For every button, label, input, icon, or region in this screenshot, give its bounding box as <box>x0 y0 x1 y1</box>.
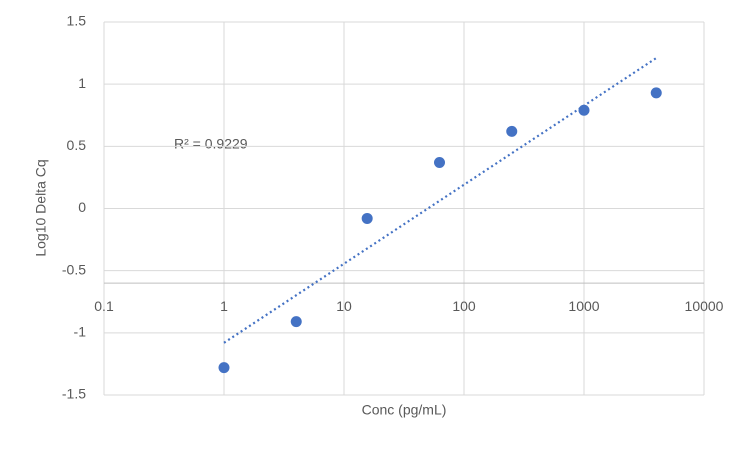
y-tick-label: -1.5 <box>62 386 86 402</box>
x-tick-label: 100 <box>452 298 476 314</box>
y-tick-label: 1 <box>78 75 86 91</box>
data-point <box>290 316 302 328</box>
x-tick-label: 1000 <box>568 298 599 314</box>
x-axis-title: Conc (pg/mL) <box>362 402 447 418</box>
data-point <box>506 125 518 137</box>
y-axis-title: Log10 Delta Cq <box>33 159 49 256</box>
x-tick-label: 0.1 <box>94 298 114 314</box>
data-point <box>218 362 230 374</box>
data-point <box>434 156 446 168</box>
x-tick-label: 1 <box>220 298 228 314</box>
data-point <box>361 212 373 224</box>
x-tick-label: 10000 <box>685 298 724 314</box>
y-tick-label: -1 <box>74 324 87 340</box>
y-tick-label: 0 <box>78 199 86 215</box>
y-tick-label: 1.5 <box>67 13 87 29</box>
data-point <box>650 87 662 99</box>
y-tick-label: -0.5 <box>62 261 86 277</box>
data-point <box>578 104 590 116</box>
r-squared-annotation: R² = 0.9229 <box>174 136 248 152</box>
x-tick-label: 10 <box>336 298 352 314</box>
y-tick-label: 0.5 <box>67 137 87 153</box>
